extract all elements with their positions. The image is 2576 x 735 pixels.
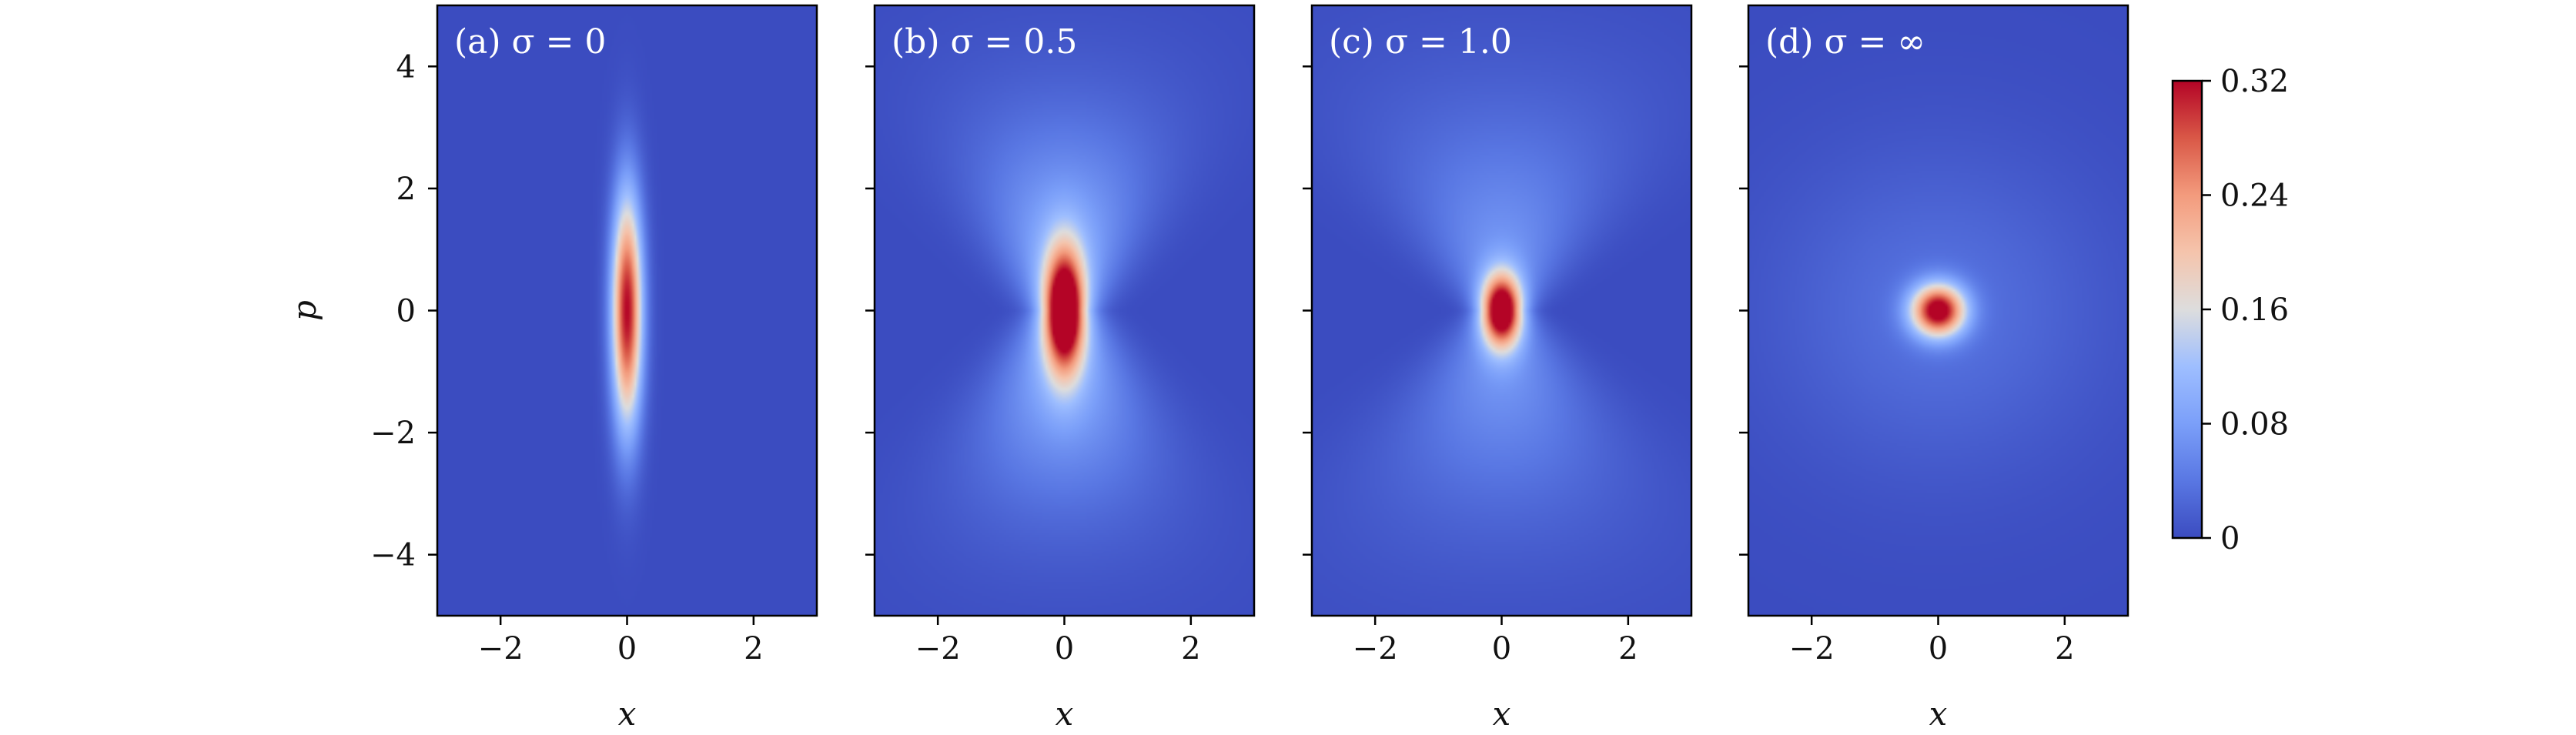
- x-axis-label: x: [1055, 695, 1074, 733]
- x-tick-label: 2: [1181, 631, 1200, 667]
- colorbar: 0 0.08 0.16 0.24 0.32: [2171, 64, 2289, 556]
- heatmap-image: [437, 5, 817, 616]
- x-axis-label: x: [1929, 695, 1948, 733]
- x-tick-label: −2: [915, 631, 961, 667]
- x-axis-label: x: [618, 695, 637, 733]
- heatmap-panel-3: (c) σ = 1.0 −2 0 2 x: [1303, 4, 1693, 733]
- colorbar-tick-label: 0.08: [2220, 407, 2289, 443]
- heatmap-panel-2: (b) σ = 0.5 −2 0 2 x: [865, 4, 1256, 733]
- y-tick-label: 2: [396, 172, 416, 207]
- x-tick-label: 2: [1618, 631, 1638, 667]
- y-axis-label: p: [286, 300, 323, 321]
- colorbar-tick-label: 0.16: [2220, 292, 2289, 328]
- colorbar-tick-label: 0.24: [2220, 179, 2289, 214]
- colorbar-tick-label: 0.32: [2220, 64, 2289, 99]
- heatmap-panel-1: (a) σ = 0 −2 0 2 −4 −2 0 2 4 x p: [286, 4, 818, 733]
- y-tick-label: −4: [370, 538, 416, 573]
- y-tick-label: 4: [396, 49, 416, 85]
- x-tick-label: −2: [478, 631, 524, 667]
- y-tick-label: 0: [396, 294, 416, 329]
- x-tick-label: −2: [1789, 631, 1835, 667]
- y-tick-label: −2: [370, 416, 416, 451]
- x-tick-label: 0: [1492, 631, 1511, 667]
- colorbar-ticks: 0 0.08 0.16 0.24 0.32: [2202, 64, 2289, 556]
- heatmap-image: [875, 5, 1254, 616]
- panel-label: (c) σ = 1.0: [1329, 22, 1512, 62]
- x-axis-label: x: [1493, 695, 1511, 733]
- x-tick-label: 2: [744, 631, 763, 667]
- colorbar-tick-label: 0: [2220, 521, 2240, 556]
- heatmap-image: [1312, 5, 1691, 616]
- panel-label: (b) σ = 0.5: [892, 22, 1077, 62]
- panel-label: (d) σ = ∞: [1765, 22, 1925, 62]
- colorbar-gradient: [2171, 79, 2203, 540]
- x-tick-label: 2: [2055, 631, 2074, 667]
- x-tick-label: −2: [1353, 631, 1398, 667]
- x-tick-label: 0: [1929, 631, 1948, 667]
- heatmap-image: [1748, 5, 2128, 616]
- x-tick-label: 0: [1055, 631, 1074, 667]
- heatmap-panel-4: (d) σ = ∞ −2 0 2 x: [1739, 4, 2129, 733]
- panel-label: (a) σ = 0: [454, 22, 606, 62]
- x-tick-label: 0: [617, 631, 637, 667]
